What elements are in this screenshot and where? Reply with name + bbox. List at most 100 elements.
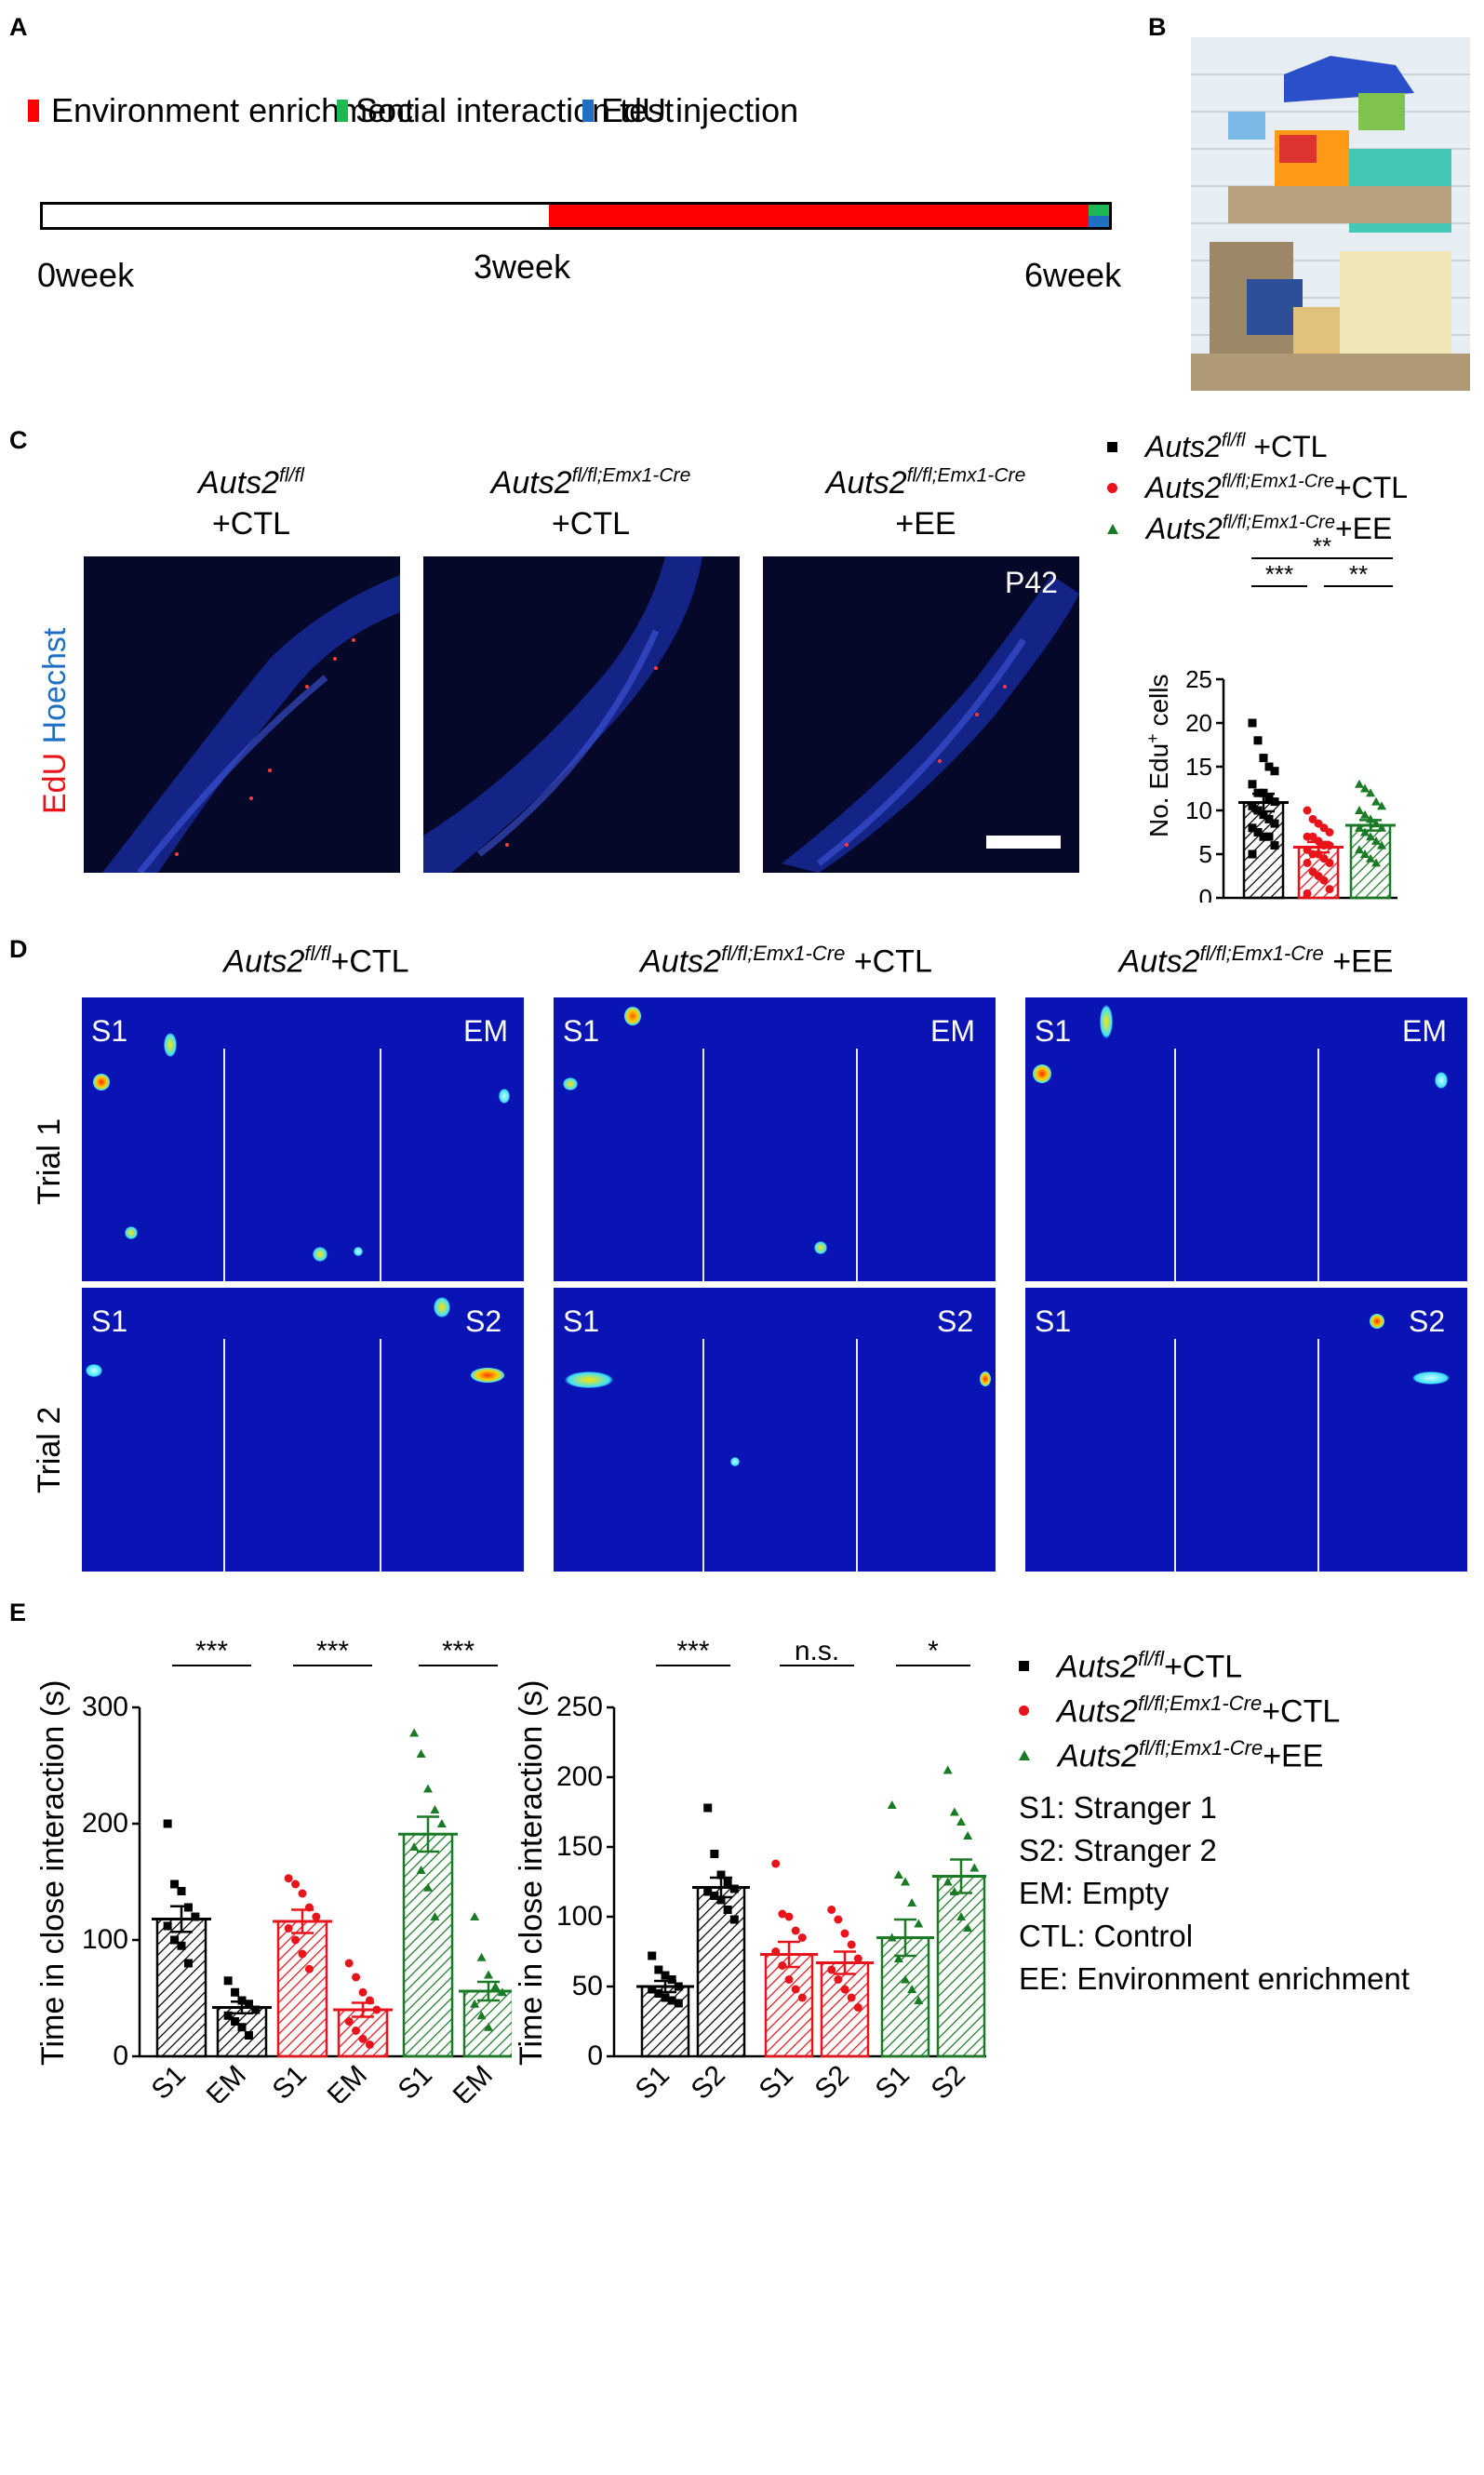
trial2-point — [853, 1954, 862, 1963]
heatmap-t1-cre-ee: S1 EM — [1025, 997, 1467, 1281]
trial2-point — [710, 1892, 719, 1900]
trial2-point — [969, 1863, 980, 1872]
edu-point — [1264, 832, 1274, 841]
edu-point — [1248, 850, 1257, 859]
trial1-point — [358, 2034, 368, 2043]
trial2-point — [949, 1807, 959, 1816]
x-tick-label: S1 — [870, 2060, 916, 2103]
trial1-point — [490, 1982, 501, 1990]
trial1-point — [416, 1749, 426, 1758]
trial2-point — [853, 2003, 862, 2012]
trial2-point — [956, 1817, 966, 1826]
y-tick-label: 200 — [82, 1808, 128, 1839]
significance-label: n.s. — [795, 1638, 839, 1666]
edu-point — [1248, 780, 1257, 789]
panel-e-legend-item-3: Auts2fl/fl;Emx1-Cre+EE — [1019, 1736, 1323, 1774]
trial2-point — [654, 1965, 663, 1974]
trial2-point — [901, 1974, 910, 1984]
trial1-point — [436, 1819, 447, 1827]
micrograph-cre-ctl-image — [423, 556, 702, 873]
y-tick-label: 5 — [1199, 840, 1212, 868]
y-tick-label: 0 — [587, 2040, 603, 2071]
significance-label: *** — [195, 1638, 228, 1666]
edu-point — [1366, 832, 1375, 841]
legend-label-social: Social interaction test — [355, 91, 675, 129]
edu-hoechst-label: EdU Hoechst — [37, 595, 74, 837]
trial2-point — [654, 1989, 663, 1998]
y-tick-label: 25 — [1185, 665, 1212, 693]
trial1-point — [476, 2011, 487, 2020]
trial1-point — [177, 1941, 186, 1950]
trial1-point — [284, 1924, 293, 1933]
panel-e-ylabel-right: Time in close interaction (s) — [514, 1679, 549, 2066]
heatmap-t1-ctl: S1 EM — [82, 997, 524, 1281]
panel-d-title-3: Auts2fl/fl;Emx1-Cre +EE — [1118, 942, 1394, 980]
trial1-point — [251, 2005, 261, 2014]
x-tick-label: S1 — [754, 2060, 799, 2103]
panel-c-title-2: Auts2fl/fl;Emx1-Cre +CTL — [490, 465, 691, 542]
edu-point — [1259, 832, 1268, 841]
x-tick-label: EM — [201, 2060, 252, 2103]
abbrev-list: S1: Stranger 1 S2: Stranger 2 EM: Empty … — [1019, 1786, 1410, 2000]
trial1-point — [409, 1728, 420, 1737]
trial1-point — [191, 1912, 200, 1921]
timeline-tick-0week: 0week — [37, 256, 135, 294]
trial1-point — [409, 1842, 420, 1851]
heatmap-t1-cre-ee-left-label: S1 — [1035, 1014, 1072, 1048]
trial2-point — [723, 1906, 732, 1914]
edu-point — [1303, 889, 1312, 898]
y-tick-label: 200 — [556, 1761, 603, 1792]
heatmap-t2-cre-ee-left-label: S1 — [1035, 1304, 1072, 1338]
significance-label: ** — [1349, 560, 1368, 588]
timeline-ee-segment — [549, 205, 1089, 227]
trial-1-label: Trial 1 — [32, 1117, 67, 1205]
trial2-point — [834, 1975, 843, 1984]
trial2-point — [893, 1954, 903, 1962]
trial2-point — [797, 1933, 807, 1942]
panel-c-label: C — [9, 426, 28, 454]
abbrev-ctl: CTL: Control — [1019, 1919, 1194, 1953]
trial1-point — [298, 1949, 307, 1959]
trial1-bar — [276, 1920, 328, 2058]
trial2-point — [716, 1870, 726, 1880]
trial1-point — [170, 1880, 180, 1889]
trial1-point — [183, 1959, 193, 1968]
trial2-point — [914, 1996, 924, 2004]
trial1-point — [423, 1784, 433, 1793]
trial1-bar — [155, 1918, 207, 2058]
micrograph-cre-ee-image — [782, 575, 1079, 873]
trial2-point — [648, 1985, 657, 1994]
trial2-point — [791, 1985, 800, 1994]
edu-point — [1360, 827, 1370, 836]
trial1-point — [365, 2040, 374, 2049]
abbrev-ee: EE: Environment enrichment — [1019, 1961, 1410, 1996]
panel-e-legend-item-1: Auts2fl/fl+CTL — [1019, 1647, 1242, 1685]
y-tick-label: 150 — [556, 1831, 603, 1862]
edu-point — [1366, 788, 1375, 797]
micrograph-ctl — [84, 556, 400, 873]
edu-point — [1325, 858, 1334, 867]
trial2-point — [956, 1912, 966, 1920]
panel-e-ylabel-left: Time in close interaction (s) — [35, 1679, 71, 2066]
significance-label: * — [928, 1638, 939, 1666]
panel-d-label: D — [9, 935, 28, 963]
heatmap-t1-cre-ctl-left-label: S1 — [563, 1014, 600, 1048]
trial2-point — [847, 1993, 856, 2002]
panel-c-legend-item-2: Auts2fl/fl;Emx1-Cre+CTL — [1107, 471, 1408, 505]
panel-b-label: B — [1148, 13, 1167, 41]
edu-point — [1360, 809, 1370, 819]
edu-point — [1253, 736, 1263, 745]
edu-point — [1264, 793, 1274, 802]
age-label: P42 — [1005, 566, 1058, 599]
x-tick-label: S2 — [686, 2060, 731, 2103]
trial1-point — [430, 1805, 440, 1813]
y-tick-label: 100 — [556, 1901, 603, 1932]
significance-label: *** — [676, 1638, 709, 1666]
trial2-point — [648, 1951, 657, 1960]
trial2-point — [778, 1961, 787, 1970]
trial1-point — [291, 1935, 301, 1945]
micrograph-ctl-image — [102, 575, 400, 873]
trial1-point — [352, 2027, 361, 2035]
edu-point — [1259, 810, 1268, 820]
trial2-point — [674, 1999, 683, 2008]
